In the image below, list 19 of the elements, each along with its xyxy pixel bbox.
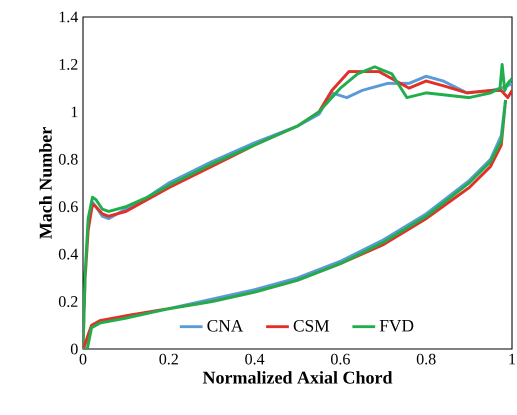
x-tick-label: 0.2 (159, 354, 178, 365)
x-tick-label: 0.8 (416, 354, 436, 365)
y-tick-label: 1.4 (60, 12, 78, 22)
x-tick-label: 1 (509, 354, 516, 364)
y-tick-label: 0.2 (58, 296, 78, 308)
legend-label: CSM (294, 320, 330, 332)
y-tick-label: 1 (72, 106, 78, 118)
legend-label: FVD (380, 320, 414, 332)
y-tick-label: 0.6 (58, 201, 78, 212)
y-tick-label: 0.8 (58, 154, 78, 165)
x-tick-label: 0 (80, 354, 86, 364)
x-tick-label: 0.4 (245, 354, 264, 365)
y-tick-label: 0 (70, 344, 78, 354)
y-tick-label: 1.2 (60, 59, 78, 70)
y-axis-title: Mach Number (39, 127, 52, 239)
legend-label: CNA (207, 320, 244, 332)
x-tick-label: 0.6 (331, 354, 350, 365)
y-tick-label: 0.4 (58, 248, 78, 260)
x-axis-title: Normalized Axial Chord (202, 371, 392, 384)
